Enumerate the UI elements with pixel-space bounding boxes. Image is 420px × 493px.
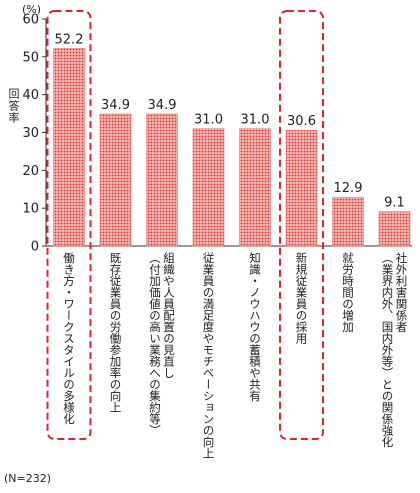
highlight-frame bbox=[279, 10, 324, 440]
category-label: 新規従業員の採用 bbox=[294, 252, 309, 344]
value-label: 31.0 bbox=[194, 113, 223, 128]
bar bbox=[239, 128, 271, 247]
bar bbox=[192, 128, 225, 247]
y-tick-labels: 0 10 20 30 40 50 60 bbox=[22, 13, 39, 255]
category-label: 組織や人員配置の見直し bbox=[162, 252, 176, 379]
bar bbox=[378, 211, 411, 247]
bars bbox=[53, 48, 411, 247]
bar bbox=[146, 113, 178, 247]
value-label: 12.9 bbox=[334, 181, 363, 196]
category-label: 働き方・ワークスタイルの多様化 bbox=[62, 252, 76, 425]
y-tick-label: 60 bbox=[22, 13, 39, 28]
bar bbox=[332, 196, 364, 247]
value-labels: 52.2 34.9 34.9 31.0 31.0 30.6 12.9 9.1 bbox=[55, 33, 405, 211]
value-label: 9.1 bbox=[384, 196, 405, 211]
y-axis-label: 回答率 bbox=[7, 88, 20, 124]
category-label: （業界内外、国内外等）との関係強化 bbox=[380, 252, 395, 448]
highlight-frame bbox=[46, 10, 92, 440]
value-label: 30.6 bbox=[287, 114, 316, 129]
y-tick-label: 0 bbox=[31, 240, 39, 255]
category-label: 従業員の満足度やモチベーションの向上 bbox=[201, 252, 216, 459]
y-axis-unit: (%) bbox=[22, 3, 42, 16]
bar bbox=[53, 48, 85, 247]
bar bbox=[99, 113, 132, 247]
category-label: 社外利害関係者 bbox=[394, 252, 409, 333]
value-label: 52.2 bbox=[55, 33, 84, 48]
category-label: 就労時間の増加 bbox=[341, 252, 355, 333]
highlight-frames bbox=[46, 10, 324, 440]
sample-size-note: (N=232) bbox=[4, 472, 52, 485]
y-tick-label: 50 bbox=[22, 50, 39, 65]
y-tick-label: 40 bbox=[22, 88, 39, 103]
y-tick-label: 10 bbox=[22, 202, 39, 217]
category-label: 既存従業員の労働参加率の向上 bbox=[108, 252, 123, 413]
value-label: 31.0 bbox=[241, 113, 270, 128]
category-label: 知識・ノウハウの蓄積や共有 bbox=[248, 252, 262, 402]
y-tick-label: 30 bbox=[22, 126, 39, 141]
y-tick-label: 20 bbox=[22, 164, 39, 179]
value-label: 34.9 bbox=[148, 98, 177, 113]
bar bbox=[285, 129, 318, 247]
value-label: 34.9 bbox=[101, 98, 130, 113]
category-label: （付加価値の高い業務への集約等） bbox=[148, 252, 162, 436]
